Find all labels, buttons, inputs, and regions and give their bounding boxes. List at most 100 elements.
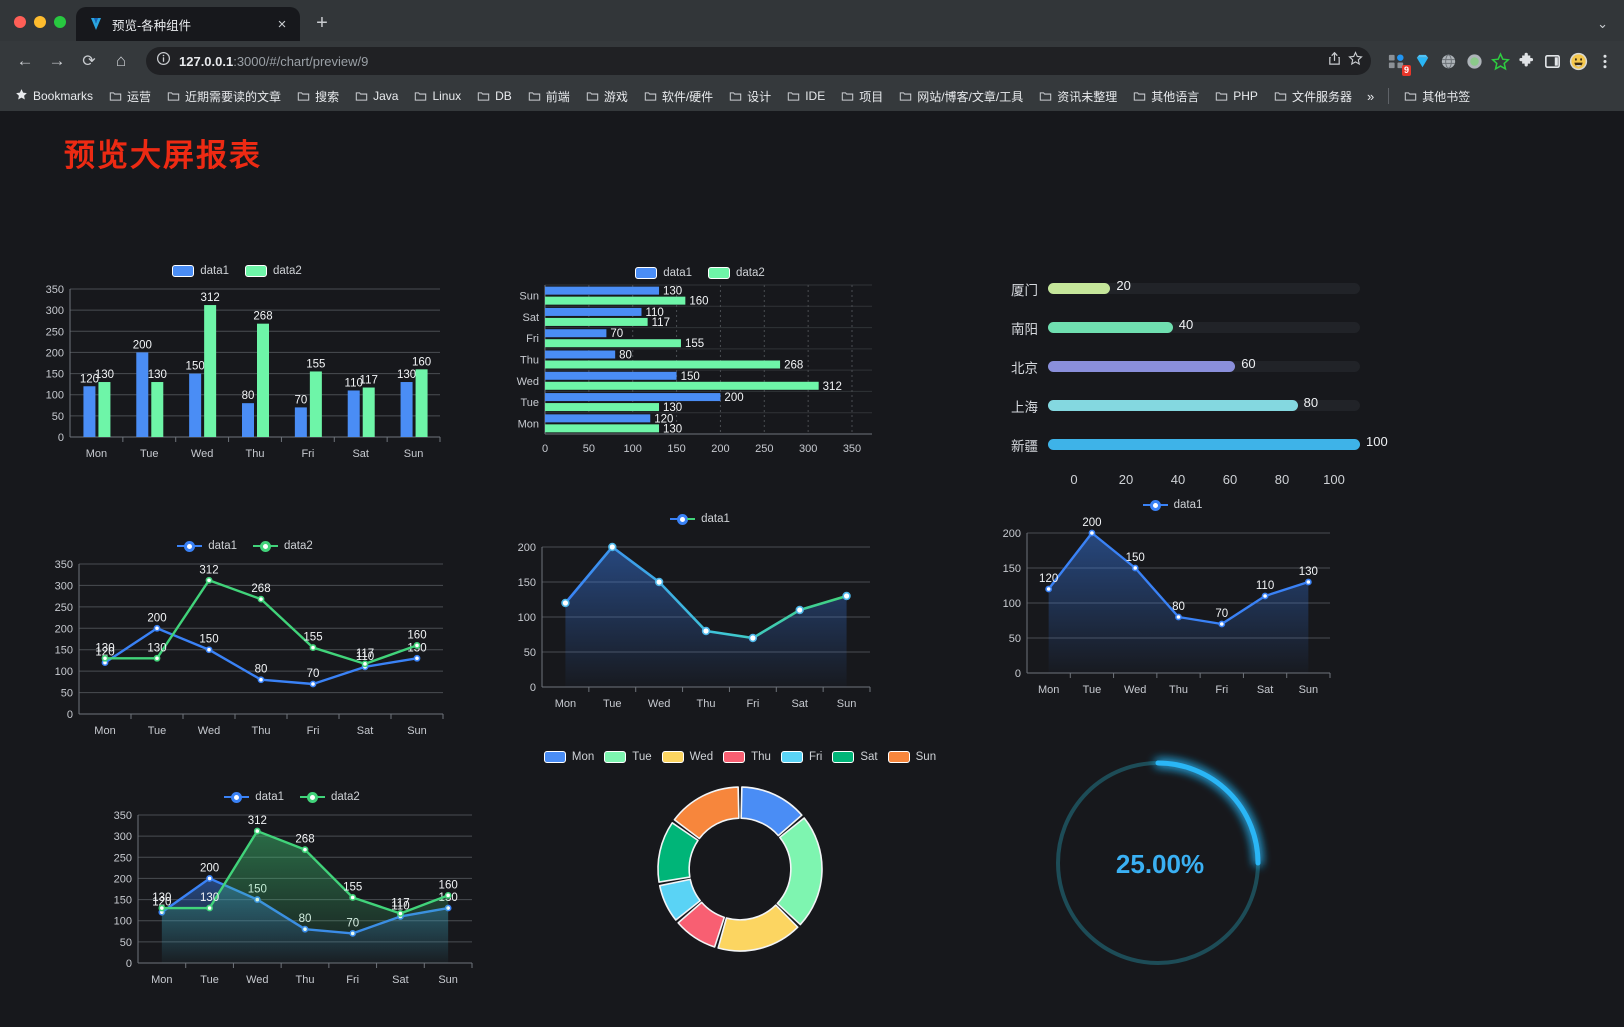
bookmarks-overflow-icon[interactable]: » [1366, 88, 1375, 104]
browser-tab[interactable]: 预览-各种组件 × [76, 7, 300, 41]
data-point[interactable] [842, 591, 851, 601]
bar[interactable] [545, 393, 721, 402]
bar[interactable] [242, 403, 254, 437]
data-point[interactable] [1261, 592, 1269, 600]
data-point[interactable] [701, 626, 711, 636]
tab-list-chevron-down-icon[interactable]: ⌄ [1597, 16, 1608, 31]
avatar-emoji-icon[interactable] [1569, 52, 1588, 71]
legend-item[interactable]: data2 [245, 265, 302, 277]
tab-close-icon[interactable]: × [277, 15, 287, 33]
data-point[interactable] [654, 577, 664, 587]
legend-item[interactable]: data2 [708, 267, 765, 279]
bookmark-item[interactable]: 资讯未整理 [1032, 85, 1124, 108]
forward-arrow-icon[interactable]: → [48, 51, 66, 70]
data-point[interactable] [309, 644, 317, 651]
bar[interactable] [545, 329, 607, 338]
data-point[interactable] [444, 891, 452, 899]
bar[interactable] [545, 339, 681, 348]
legend-item[interactable]: data1 [1142, 499, 1202, 511]
bookmark-item[interactable]: IDE [780, 86, 832, 106]
legend-item[interactable]: data1 [670, 513, 730, 525]
bar[interactable] [545, 371, 677, 380]
reload-icon[interactable]: ⟳ [82, 53, 96, 70]
legend-item[interactable]: Tue [604, 751, 652, 763]
donut-slice[interactable] [658, 878, 701, 921]
bookmark-item[interactable]: DB [470, 86, 519, 106]
data-point[interactable] [309, 680, 317, 688]
bookmark-item[interactable]: Linux [407, 86, 468, 106]
progress-track[interactable]: 20 [1048, 278, 1360, 294]
donut-slice[interactable] [740, 786, 803, 837]
legend-item[interactable]: data2 [253, 540, 313, 552]
puzzle-icon[interactable] [1517, 52, 1536, 71]
data-point[interactable] [206, 875, 213, 882]
data-point[interactable] [153, 654, 161, 662]
legend-item[interactable]: data1 [177, 540, 237, 552]
donut-slice[interactable] [717, 904, 799, 952]
bookmark-item[interactable]: 近期需要读的文章 [160, 85, 288, 108]
progress-track[interactable]: 100 [1048, 434, 1388, 450]
bar[interactable] [204, 305, 217, 437]
data-point[interactable] [301, 846, 309, 854]
donut-slice[interactable] [673, 786, 740, 840]
data-point[interactable] [413, 642, 421, 649]
data-point[interactable] [205, 576, 213, 584]
data-point[interactable] [1218, 620, 1226, 628]
bar[interactable] [545, 381, 819, 390]
data-point[interactable] [257, 676, 265, 684]
bar[interactable] [545, 307, 642, 316]
bookmark-item[interactable]: Java [348, 86, 405, 106]
data-point[interactable] [1304, 578, 1312, 586]
bar[interactable] [151, 382, 164, 437]
data-point[interactable] [413, 654, 421, 662]
data-point[interactable] [206, 904, 213, 912]
star-outline-green-icon[interactable] [1491, 51, 1510, 71]
data-point[interactable] [397, 910, 404, 917]
bar[interactable] [545, 286, 660, 295]
data-point[interactable] [257, 595, 265, 603]
info-circle-icon[interactable] [156, 51, 171, 71]
progress-track[interactable]: 40 [1048, 317, 1360, 333]
data-point[interactable] [1088, 529, 1096, 537]
bar[interactable] [545, 403, 660, 412]
legend-item[interactable]: data2 [300, 791, 360, 803]
maximize-window-button[interactable] [54, 16, 66, 28]
data-point[interactable] [1131, 564, 1139, 572]
data-point[interactable] [158, 904, 166, 912]
kebab-menu-icon[interactable] [1595, 52, 1614, 71]
data-point[interactable] [153, 624, 161, 632]
bar[interactable] [189, 373, 202, 437]
bookmark-item[interactable]: 前端 [521, 85, 577, 108]
legend-item[interactable]: data1 [172, 265, 229, 277]
globe-icon[interactable] [1439, 52, 1458, 71]
bookmark-item[interactable]: 其他语言 [1126, 85, 1206, 108]
legend-item[interactable]: Thu [723, 751, 771, 763]
legend-item[interactable]: Mon [543, 751, 594, 763]
bar[interactable] [400, 382, 413, 437]
bookmark-item[interactable]: 游戏 [579, 85, 635, 108]
data-point[interactable] [1045, 585, 1053, 593]
progress-track[interactable]: 80 [1048, 395, 1360, 411]
circle-green-icon[interactable] [1465, 52, 1484, 71]
bar[interactable] [294, 407, 307, 437]
donut-slice[interactable] [657, 822, 699, 883]
bookmark-item[interactable]: 设计 [722, 85, 778, 108]
bookmark-item[interactable]: 运营 [102, 85, 158, 108]
bookmark-root[interactable]: Bookmarks [8, 85, 100, 107]
data-point[interactable] [253, 827, 261, 835]
home-icon[interactable]: ⌂ [115, 51, 127, 70]
data-point[interactable] [608, 542, 617, 552]
address-bar[interactable]: 127.0.0.1:3000/#/chart/preview/9 [146, 47, 1371, 75]
bar[interactable] [98, 382, 111, 437]
minimize-window-button[interactable] [34, 16, 46, 28]
donut-slice[interactable] [776, 817, 823, 926]
new-tab-button[interactable]: + [316, 11, 328, 34]
bookmark-item[interactable]: 软件/硬件 [637, 85, 720, 108]
bar[interactable] [545, 296, 686, 305]
bookmark-other[interactable]: 其他书签 [1397, 85, 1477, 108]
bar[interactable] [257, 323, 269, 437]
bookmark-item[interactable]: 项目 [834, 85, 890, 108]
data-point[interactable] [561, 598, 570, 608]
diamond-icon[interactable] [1413, 52, 1432, 71]
progress-track[interactable]: 60 [1048, 356, 1360, 372]
